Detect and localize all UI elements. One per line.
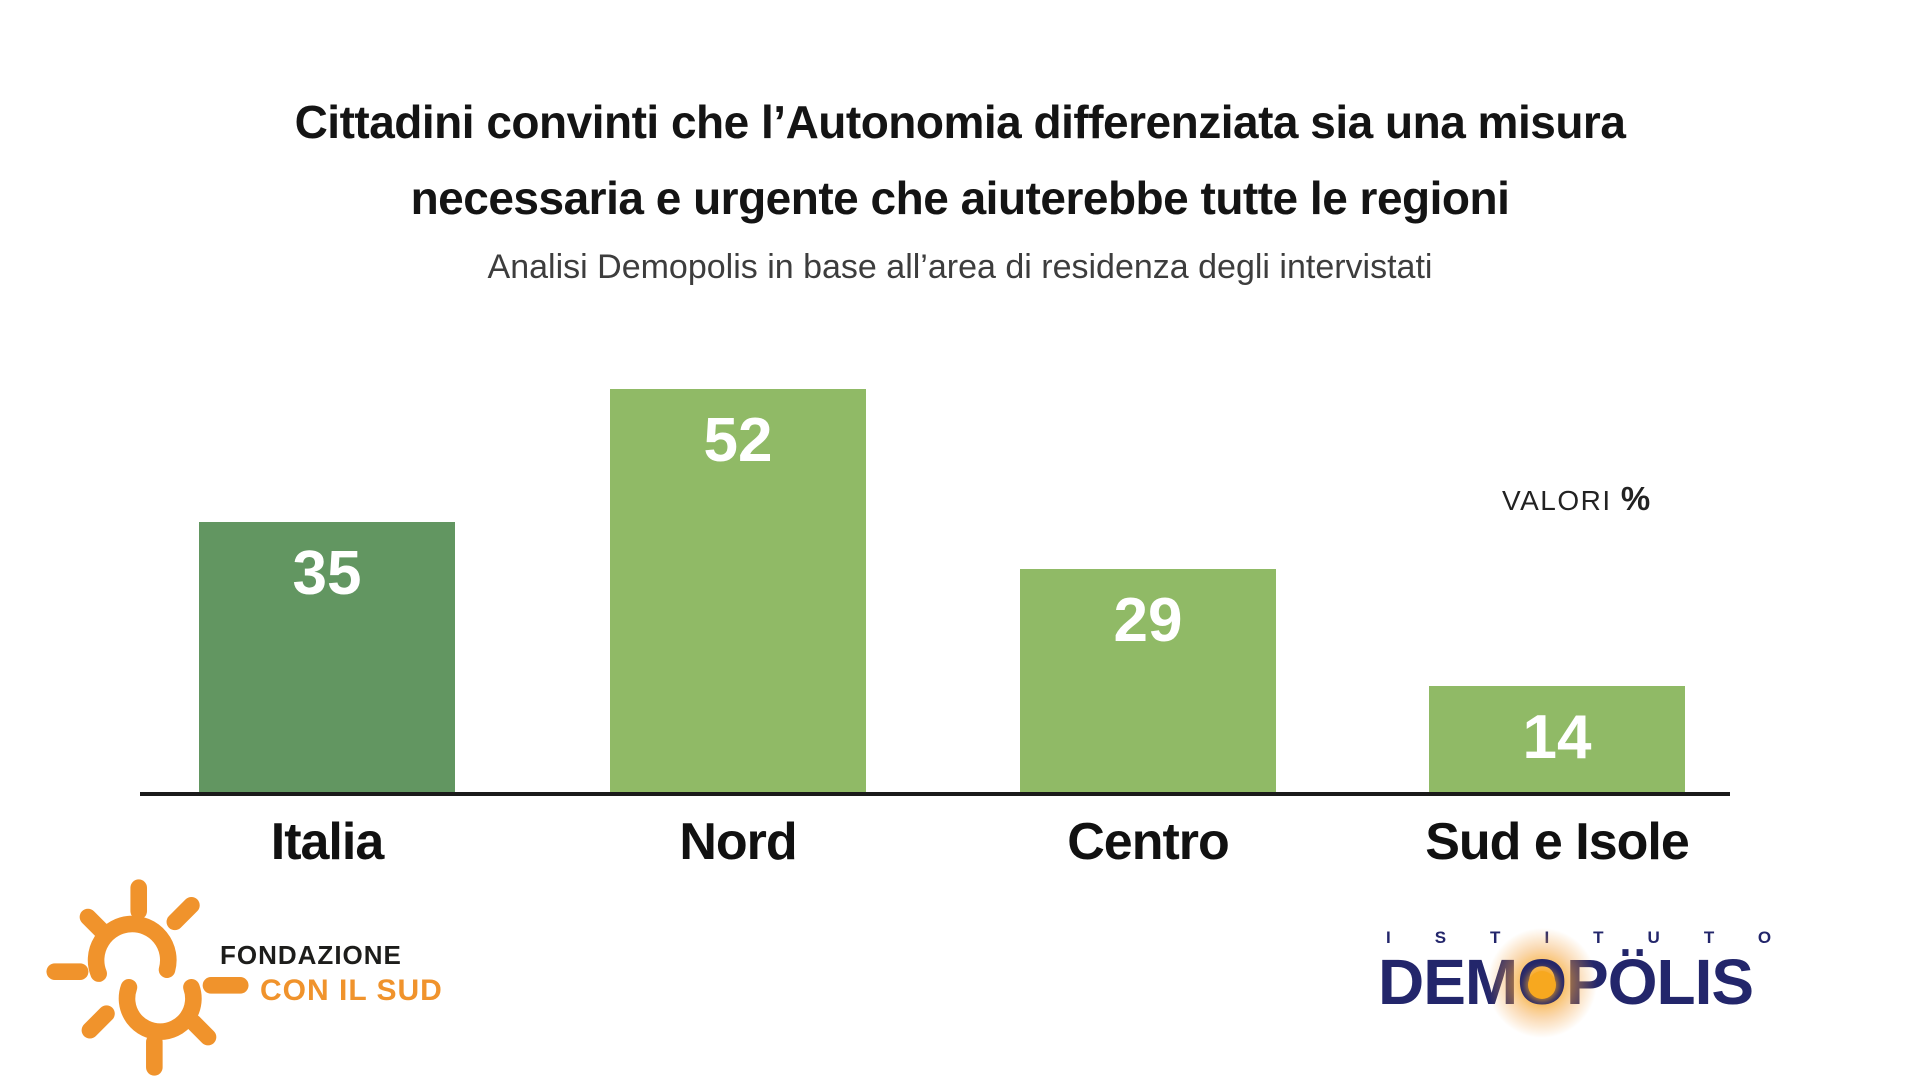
chart-title-line1: Cittadini convinti che l’Autonomia diffe… xyxy=(294,96,1626,148)
demopolis-wordmark: DEMOPÖLIS xyxy=(1378,924,1878,1043)
valori-text: VALORI xyxy=(1502,485,1612,516)
bar-sud-e-isole: 14 xyxy=(1429,686,1685,795)
category-label-italia: Italia xyxy=(270,813,384,871)
bar-value-centro: 29 xyxy=(1113,586,1183,655)
category-label-nord: Nord xyxy=(679,813,797,871)
fondazione-logo-text: FONDAZIONE CON IL SUD xyxy=(220,940,443,1008)
con-il-sud-label: CON IL SUD xyxy=(260,974,443,1007)
category-label-centro: Centro xyxy=(1067,813,1230,871)
sun-chain-icon xyxy=(46,879,249,1076)
istituto-demopolis-logo: ISTITUTO DEMOPÖLIS xyxy=(1378,924,1878,1043)
x-axis-line xyxy=(140,792,1730,796)
fondazione-label: FONDAZIONE xyxy=(220,940,402,970)
sun-ball-icon xyxy=(1527,971,1556,1000)
chart-title: Cittadini convinti che l’Autonomia diffe… xyxy=(0,84,1920,236)
bar-nord: 52 xyxy=(610,389,866,795)
chart-title-line2: necessaria e urgente che aiuterebbe tutt… xyxy=(410,172,1510,224)
percent-sign: % xyxy=(1620,480,1651,517)
chart-subtitle: Analisi Demopolis in base all’area di re… xyxy=(487,248,1433,286)
bar-value-sud-e-isole: 14 xyxy=(1522,703,1592,772)
category-label-sud-e-isole: Sud e Isole xyxy=(1425,813,1690,871)
bar-centro: 29 xyxy=(1020,569,1276,795)
bar-value-nord: 52 xyxy=(703,406,773,475)
bar-italia: 35 xyxy=(199,522,455,795)
demopolis-o-sun: O xyxy=(1482,924,1601,1043)
valori-percent-label: VALORI % xyxy=(1502,480,1650,518)
bar-value-italia: 35 xyxy=(292,539,362,608)
fondazione-con-il-sud-logo: FONDAZIONE CON IL SUD xyxy=(45,876,465,1080)
istituto-label: ISTITUTO xyxy=(1386,928,1816,947)
